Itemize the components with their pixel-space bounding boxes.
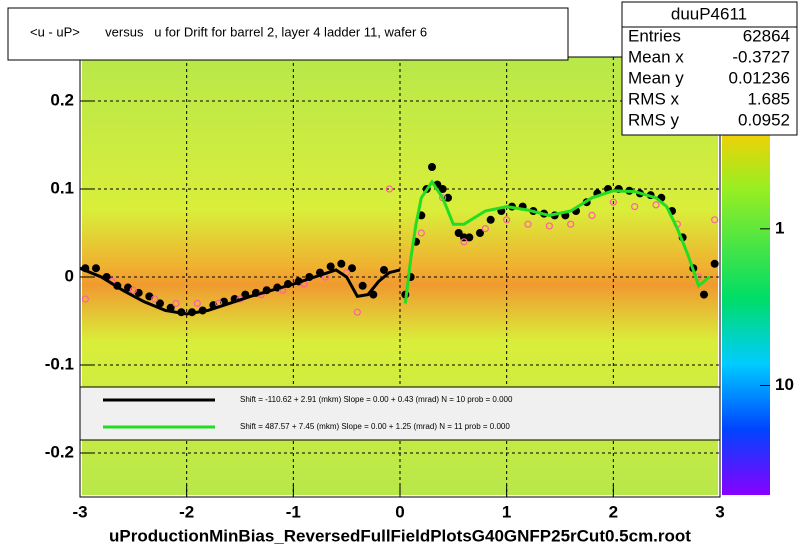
- y-tick-label: 0.1: [50, 178, 74, 197]
- y-tick-label: -0.2: [45, 442, 74, 461]
- marks: [79, 163, 719, 317]
- stats-value: 62864: [743, 26, 790, 45]
- x-tick-label: -3: [72, 502, 87, 521]
- data-point: [652, 201, 660, 209]
- stats-title: duuP4611: [671, 4, 747, 23]
- stats-rows: Entries 62864 Mean x -0.3727 Mean y 0.01236 RM…: [628, 26, 790, 129]
- data-point: [385, 185, 393, 193]
- x-axis-label: uProductionMinBias_ReversedFullFieldPlot…: [109, 526, 691, 545]
- x-tick-label: 0: [395, 502, 404, 521]
- data-point: [545, 222, 553, 230]
- data-point: [465, 233, 474, 242]
- data-point: [81, 295, 89, 303]
- stats-label: Mean x: [628, 47, 684, 66]
- stats-label: RMS x: [628, 89, 680, 108]
- y-tick-label: 0: [65, 266, 74, 285]
- data-point: [700, 290, 708, 299]
- legend-box: [79, 386, 721, 441]
- data-point: [92, 264, 100, 273]
- data-point: [438, 185, 447, 193]
- data-point: [481, 225, 489, 233]
- z-tick-label: 10: [775, 375, 794, 394]
- data-point: [193, 299, 201, 307]
- data-point: [588, 211, 596, 219]
- stats-label: Mean y: [628, 68, 684, 87]
- stats-value: -0.3727: [732, 47, 790, 66]
- data-point: [326, 262, 335, 271]
- data-point: [172, 299, 180, 307]
- x-tick-label: 3: [715, 502, 724, 521]
- stats-box: [621, 1, 798, 136]
- data-point: [380, 265, 388, 274]
- data-point: [476, 229, 484, 237]
- x-tick-label: -2: [179, 502, 194, 521]
- fit-line: [79, 266, 401, 316]
- stats-value: 1.685: [747, 89, 790, 108]
- data-point: [444, 193, 452, 202]
- data-point: [710, 259, 719, 268]
- data-point: [711, 216, 719, 224]
- fit-line: [403, 179, 711, 304]
- data-point: [567, 220, 575, 228]
- data-point: [337, 259, 346, 268]
- data-point: [486, 215, 495, 224]
- data-point: [454, 229, 463, 237]
- data-point: [151, 295, 159, 303]
- z-tick-label: 1: [775, 218, 784, 237]
- stats-value: 0.01236: [729, 68, 790, 87]
- data-point: [428, 163, 436, 171]
- legend-label: Shift = -110.62 + 2.91 (mkm) Slope = 0.0…: [240, 395, 513, 404]
- data-point: [460, 238, 468, 246]
- x-tick-label: 2: [609, 502, 618, 521]
- y-tick-label: 0.2: [50, 90, 74, 109]
- x-tick-label: -1: [286, 502, 301, 521]
- data-point: [129, 286, 137, 294]
- data-point: [524, 220, 532, 228]
- y-tick-label: -0.1: [45, 354, 74, 373]
- data-point: [417, 229, 425, 237]
- stats-label: RMS y: [628, 110, 680, 129]
- x-tick-label: 1: [502, 502, 511, 521]
- stats-label: Entries: [628, 26, 681, 45]
- legend-label: Shift = 487.57 + 7.45 (mkm) Slope = 0.00…: [240, 422, 510, 431]
- data-point: [631, 203, 639, 211]
- data-point: [609, 198, 617, 206]
- data-point: [353, 308, 361, 316]
- data-point: [348, 264, 356, 273]
- chart-title: <u - uP> versus u for Drift for barrel 2…: [30, 24, 427, 39]
- title-box: [7, 7, 569, 61]
- data-point: [503, 216, 511, 224]
- stats-value: 0.0952: [738, 110, 790, 129]
- data-point: [358, 281, 367, 290]
